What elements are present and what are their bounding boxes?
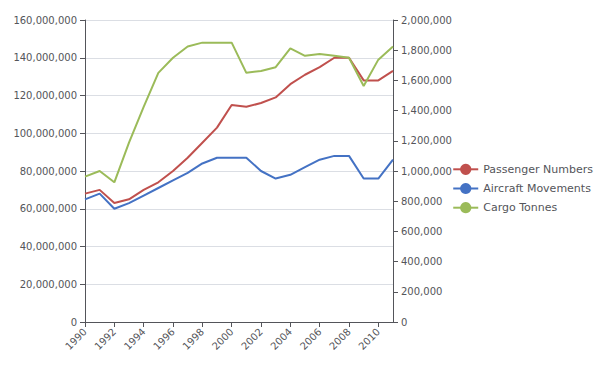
svg-text:1,800,000: 1,800,000 — [401, 45, 452, 56]
svg-text:120,000,000: 120,000,000 — [13, 90, 77, 101]
svg-text:40,000,000: 40,000,000 — [20, 241, 77, 252]
svg-text:2004: 2004 — [268, 326, 294, 352]
svg-text:1994: 1994 — [122, 326, 148, 352]
svg-text:2010: 2010 — [356, 326, 382, 352]
svg-text:1,000,000: 1,000,000 — [401, 166, 452, 177]
svg-text:100,000,000: 100,000,000 — [13, 128, 77, 139]
svg-text:600,000: 600,000 — [401, 226, 442, 237]
svg-text:Passenger Numbers: Passenger Numbers — [483, 163, 593, 176]
svg-text:80,000,000: 80,000,000 — [20, 166, 77, 177]
svg-text:0: 0 — [401, 317, 407, 328]
svg-text:1992: 1992 — [92, 326, 118, 352]
svg-text:160,000,000: 160,000,000 — [13, 15, 77, 26]
svg-text:2,000,000: 2,000,000 — [401, 15, 452, 26]
svg-text:200,000: 200,000 — [401, 286, 442, 297]
svg-text:2000: 2000 — [210, 326, 236, 352]
svg-text:2002: 2002 — [239, 326, 265, 352]
svg-text:2008: 2008 — [327, 326, 353, 352]
svg-text:1,600,000: 1,600,000 — [401, 75, 452, 86]
svg-text:140,000,000: 140,000,000 — [13, 52, 77, 63]
svg-text:800,000: 800,000 — [401, 196, 442, 207]
svg-text:1996: 1996 — [151, 326, 177, 352]
svg-text:1,200,000: 1,200,000 — [401, 135, 452, 146]
svg-text:400,000: 400,000 — [401, 256, 442, 267]
svg-text:1998: 1998 — [180, 326, 206, 352]
svg-text:0: 0 — [71, 317, 77, 328]
svg-text:1,400,000: 1,400,000 — [401, 105, 452, 116]
svg-text:20,000,000: 20,000,000 — [20, 279, 77, 290]
svg-text:2006: 2006 — [298, 326, 324, 352]
svg-text:60,000,000: 60,000,000 — [20, 203, 77, 214]
svg-text:Cargo Tonnes: Cargo Tonnes — [483, 201, 557, 214]
svg-text:Aircraft Movements: Aircraft Movements — [483, 182, 591, 195]
svg-text:1990: 1990 — [63, 326, 89, 352]
